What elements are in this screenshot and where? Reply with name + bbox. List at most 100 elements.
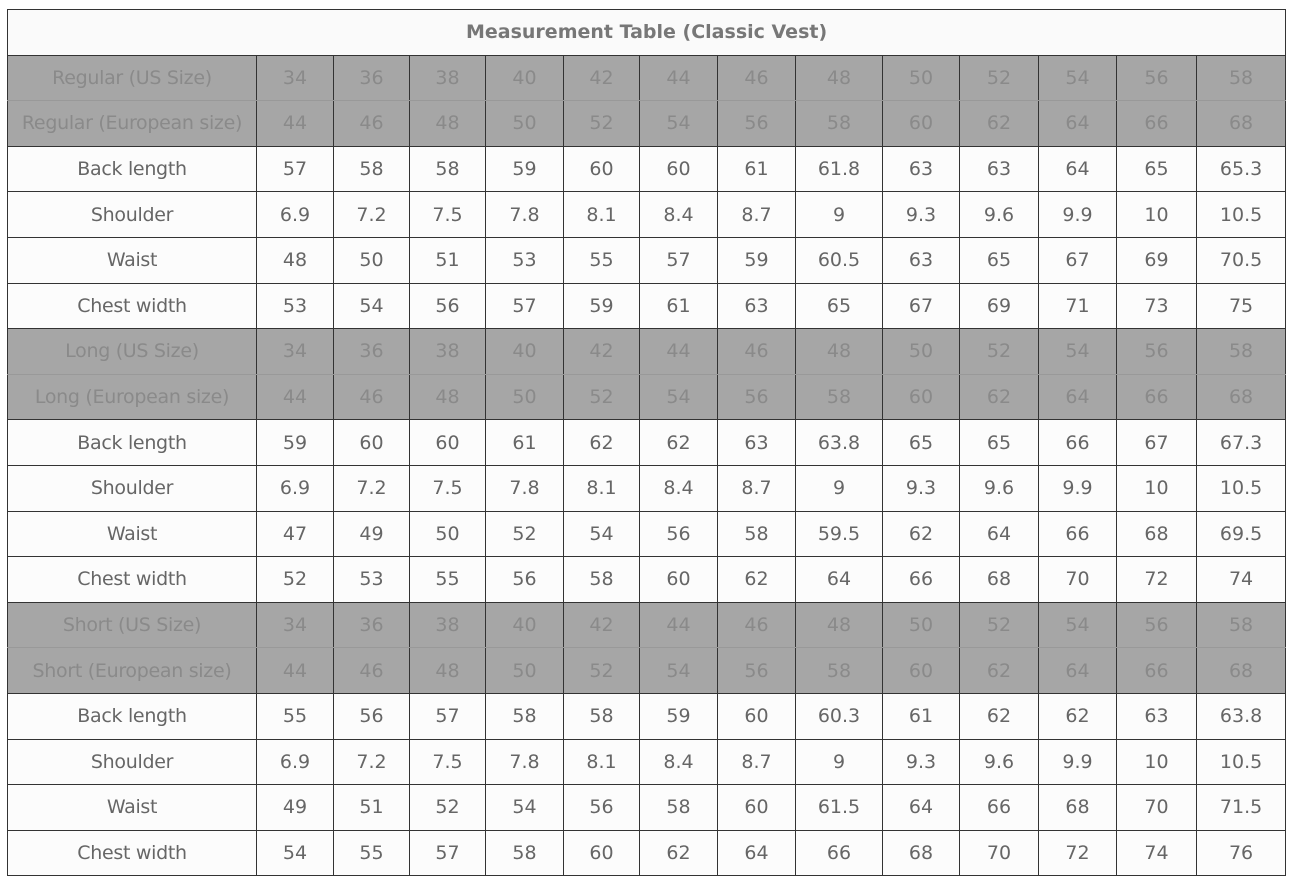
table-cell: 10.5	[1195, 738, 1287, 786]
table-cell: 64	[1038, 100, 1117, 147]
table-cell: 69	[959, 282, 1039, 330]
row-label: Long (US Size)	[7, 328, 257, 375]
table-cell: 62	[959, 100, 1039, 147]
table-cell: 44	[256, 100, 334, 147]
table-cell: 46	[333, 373, 410, 421]
table-cell: 62	[717, 556, 796, 603]
table-cell: 6.9	[256, 191, 334, 238]
row-label: Shoulder	[7, 464, 257, 512]
table-cell: 9.3	[882, 191, 960, 238]
table-cell: 9	[795, 738, 883, 786]
table-cell: 58	[485, 692, 564, 740]
row-label: Chest width	[7, 829, 257, 877]
table-cell: 74	[1195, 556, 1287, 603]
table-cell: 52	[959, 328, 1039, 375]
table-cell: 53	[256, 282, 334, 330]
table-cell: 59	[563, 282, 640, 330]
table-cell: 55	[256, 692, 334, 740]
table-cell: 57	[485, 282, 564, 330]
table-cell: 50	[409, 510, 486, 558]
table-cell: 48	[795, 328, 883, 375]
table-cell: 49	[256, 784, 334, 831]
table-cell: 9.3	[882, 738, 960, 786]
table-cell: 66	[882, 556, 960, 603]
row-label: Chest width	[7, 556, 257, 603]
table-cell: 54	[485, 784, 564, 831]
table-cell: 71	[1038, 282, 1117, 330]
table-cell: 50	[882, 601, 960, 649]
table-cell: 56	[1116, 54, 1197, 102]
table-cell: 9	[795, 464, 883, 512]
table-cell: 46	[333, 100, 410, 147]
table-cell: 68	[1195, 647, 1287, 694]
table-cell: 60	[563, 145, 640, 193]
table-cell: 61	[485, 419, 564, 466]
table-cell: 59	[717, 236, 796, 284]
table-cell: 66	[1116, 373, 1197, 421]
table-cell: 60	[563, 829, 640, 877]
table-cell: 47	[256, 510, 334, 558]
table-cell: 56	[1116, 601, 1197, 649]
table-cell: 68	[1195, 373, 1287, 421]
table-cell: 9.6	[959, 738, 1039, 786]
table-cell: 8.7	[717, 191, 796, 238]
table-cell: 9.6	[959, 464, 1039, 512]
table-cell: 72	[1116, 556, 1197, 603]
table-cell: 57	[409, 829, 486, 877]
table-cell: 49	[333, 510, 410, 558]
table-cell: 54	[639, 373, 718, 421]
table-cell: 69.5	[1195, 510, 1287, 558]
table-cell: 7.8	[485, 464, 564, 512]
table-cell: 67	[1038, 236, 1117, 284]
table-cell: 46	[717, 328, 796, 375]
table-cell: 10.5	[1195, 191, 1287, 238]
row-label: Back length	[7, 692, 257, 740]
table-cell: 6.9	[256, 464, 334, 512]
table-cell: 64	[1038, 647, 1117, 694]
table-cell: 70	[1116, 784, 1197, 831]
table-cell: 54	[333, 282, 410, 330]
table-cell: 56	[1116, 328, 1197, 375]
table-cell: 38	[409, 328, 486, 375]
table-cell: 56	[563, 784, 640, 831]
table-row: Shoulder 6.9 7.2 7.5 7.8 8.1 8.4 8.7 9 9.3 9.6 9.9 1…	[7, 464, 1287, 512]
table-cell: 38	[409, 54, 486, 102]
table-cell: 68	[882, 829, 960, 877]
table-cell: 7.5	[409, 464, 486, 512]
table-cell: 56	[639, 510, 718, 558]
table-cell: 56	[717, 647, 796, 694]
table-cell: 44	[256, 647, 334, 694]
table-cell: 62	[563, 419, 640, 466]
table-cell: 62	[882, 510, 960, 558]
table-cell: 51	[333, 784, 410, 831]
table-cell: 61	[882, 692, 960, 740]
size-header-row: Short (US Size) 34 36 38 40 42 44 46 48 50 52 54 56 5…	[7, 601, 1287, 649]
measurement-table: Measurement Table (Classic Vest) Regular…	[6, 9, 1287, 877]
table-cell: 52	[959, 54, 1039, 102]
table-cell: 42	[563, 601, 640, 649]
table-cell: 64	[959, 510, 1039, 558]
table-cell: 60	[717, 692, 796, 740]
row-label: Shoulder	[7, 191, 257, 238]
table-cell: 68	[1038, 784, 1117, 831]
table-row: Chest width 53 54 56 57 59 61 63 65 67 69 71 73 75	[7, 282, 1287, 330]
table-cell: 7.5	[409, 191, 486, 238]
table-cell: 9.9	[1038, 464, 1117, 512]
table-row: Shoulder 6.9 7.2 7.5 7.8 8.1 8.4 8.7 9 9.3 9.6 9.9 1…	[7, 738, 1287, 786]
table-cell: 48	[795, 601, 883, 649]
table-cell: 44	[639, 54, 718, 102]
table-cell: 64	[717, 829, 796, 877]
table-cell: 59	[485, 145, 564, 193]
size-header-row: Long (US Size) 34 36 38 40 42 44 46 48 50 52 54 56 58	[7, 328, 1287, 375]
table-cell: 62	[1038, 692, 1117, 740]
table-cell: 54	[639, 100, 718, 147]
table-cell: 54	[1038, 601, 1117, 649]
row-label: Regular (US Size)	[7, 54, 257, 102]
table-cell: 59	[639, 692, 718, 740]
table-cell: 50	[882, 328, 960, 375]
table-cell: 62	[959, 692, 1039, 740]
table-cell: 57	[639, 236, 718, 284]
table-cell: 62	[959, 373, 1039, 421]
table-cell: 59.5	[795, 510, 883, 558]
table-cell: 65	[1116, 145, 1197, 193]
